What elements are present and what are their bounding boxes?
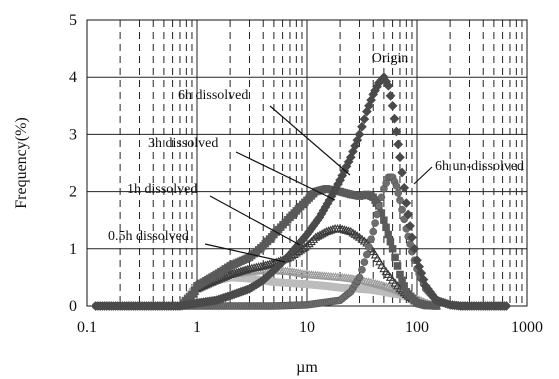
data-point [360, 258, 369, 266]
y-axis-title: Frequency(%) [13, 117, 30, 209]
data-point [395, 152, 405, 163]
annotation-label: Origin [372, 51, 409, 66]
annotation-label: 0.5h dissolved [108, 229, 189, 244]
data-point [397, 167, 408, 178]
y-tick-label: 4 [69, 69, 77, 86]
data-point [396, 196, 404, 204]
data-point [359, 114, 370, 125]
data-point [501, 301, 512, 311]
data-point [383, 282, 393, 291]
data-point [379, 281, 389, 290]
tick-labels: 0.1 1 10 100 1000 0 1 2 3 4 5 [69, 12, 543, 336]
data-point [328, 224, 338, 233]
data-point [358, 265, 366, 274]
data-point [375, 202, 383, 210]
x-axis-title: µm [296, 359, 318, 376]
data-point [398, 205, 406, 214]
data-point [345, 152, 356, 163]
y-tick-label: 1 [69, 241, 77, 258]
data-point [337, 224, 347, 233]
data-point [371, 219, 379, 227]
annotation-label: 6h un-dissolved [435, 159, 524, 174]
data-point [373, 210, 381, 219]
data-point [364, 100, 374, 111]
data-point [350, 140, 361, 151]
data-point [405, 220, 416, 231]
data-point [403, 209, 414, 220]
annotation-label: 3h dissolved [148, 136, 218, 151]
data-point [392, 182, 401, 190]
data-point [385, 283, 395, 292]
data-point [383, 80, 394, 91]
x-tick-label: 1 [193, 319, 201, 336]
annotation-label: 1h dissolved [127, 182, 197, 197]
x-tick-label: 100 [405, 319, 429, 336]
grid [87, 20, 527, 306]
annotation-leader-line [269, 105, 351, 176]
data-point [341, 225, 352, 234]
data-point [391, 126, 402, 137]
annotations: Origin 6h dissolved 3h dissolved 1h dissolv… [108, 51, 524, 263]
data-point [389, 113, 400, 124]
data-point [387, 100, 398, 111]
data-point [368, 278, 378, 287]
annotation-leader-line [209, 195, 301, 246]
data-point [361, 106, 372, 117]
data-point [365, 243, 373, 251]
data-point [386, 237, 395, 246]
data-point [384, 230, 392, 239]
data-point [372, 279, 383, 288]
data-point [375, 280, 385, 289]
series-layer [90, 72, 512, 311]
data-point [363, 250, 371, 259]
data-point [356, 121, 367, 132]
data-point [335, 224, 345, 233]
data-point [369, 227, 378, 236]
y-tick-label: 0 [69, 298, 77, 315]
data-point [393, 262, 402, 270]
data-point [306, 236, 316, 246]
data-point [388, 245, 397, 253]
data-point [355, 273, 364, 282]
data-point [370, 278, 380, 288]
data-point [391, 253, 399, 262]
y-tick-label: 5 [69, 12, 77, 29]
y-tick-label: 3 [69, 126, 77, 143]
x-tick-label: 1000 [511, 319, 543, 336]
y-tick-label: 2 [69, 184, 77, 201]
data-point [377, 193, 386, 202]
annotation-label: 6h dissolved [178, 88, 248, 103]
data-point [409, 243, 420, 254]
annotation-leader-line [235, 151, 336, 201]
data-point [394, 189, 402, 197]
data-point [399, 182, 410, 193]
data-point [302, 241, 312, 250]
data-point [385, 90, 396, 101]
x-tick-label: 10 [299, 319, 315, 336]
series-6h-dissolved [179, 184, 441, 310]
data-point [393, 139, 404, 150]
data-point [339, 225, 349, 234]
data-point [344, 226, 354, 235]
data-point [377, 280, 387, 289]
x-tick-label: 0.1 [77, 319, 97, 336]
data-point [400, 215, 409, 224]
data-point [354, 129, 365, 140]
annotation-leader-line [413, 166, 433, 185]
data-point [407, 232, 417, 243]
series-origin [90, 72, 512, 311]
annotation-leader-line [204, 243, 286, 263]
data-point [382, 223, 390, 232]
data-point [304, 239, 314, 248]
data-point [401, 198, 412, 208]
data-point [367, 235, 375, 244]
data-point [380, 216, 388, 224]
data-point [381, 281, 391, 291]
